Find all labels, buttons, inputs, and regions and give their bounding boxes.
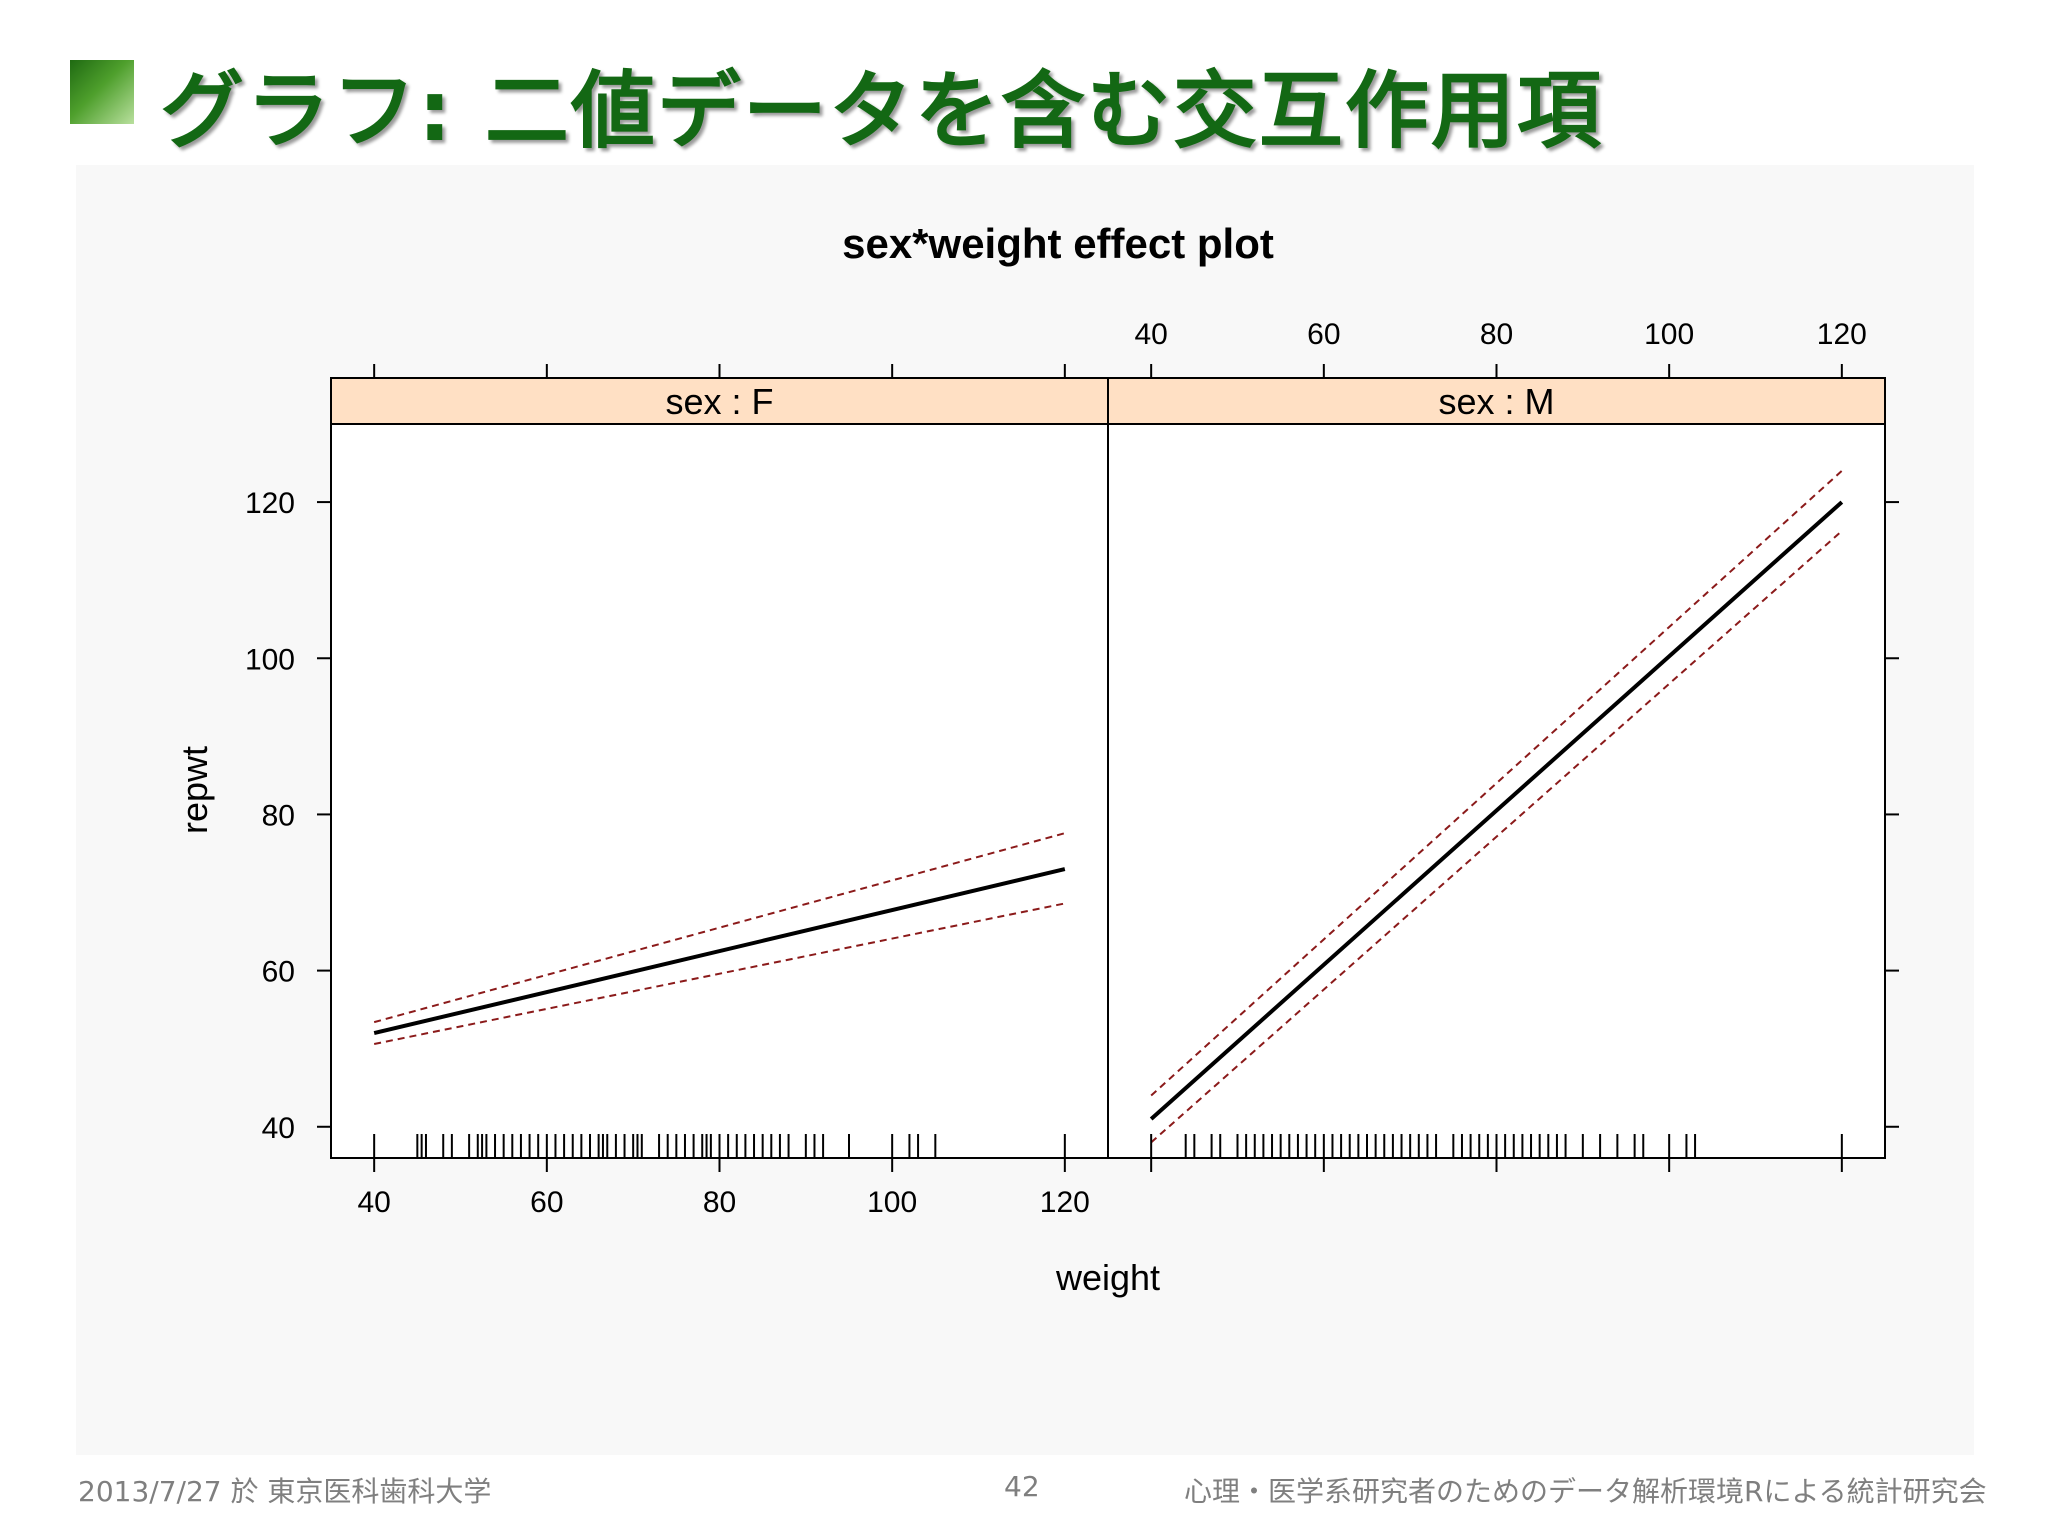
x-tick-label: 120: [1040, 1186, 1090, 1219]
effect-line-sexf: [373, 867, 1066, 1036]
y-axis-label: repwt: [174, 746, 215, 834]
strip-label-sexf: sex : F: [665, 381, 773, 422]
footer-organizer: 心理・医学系研究者のためのデータ解析環境Rによる統計研究会: [1184, 1475, 1987, 1508]
title-bullet: [70, 60, 134, 124]
x-tick-label: 100: [867, 1186, 917, 1219]
x-tick-label-top: 80: [1480, 318, 1513, 351]
chart-title: sex*weight effect plot: [842, 220, 1274, 267]
lower-band-line-sexm: [1150, 530, 1843, 1144]
x-tick-label-top: 120: [1817, 318, 1867, 351]
effect-line-sexm: [1149, 500, 1844, 1121]
footer-date-venue: 2013/7/27 於 東京医科歯科大学: [78, 1475, 492, 1508]
x-tick-label-top: 100: [1644, 318, 1694, 351]
panel-frame-sexf: [330, 423, 1109, 1159]
x-tick-label: 60: [530, 1186, 563, 1219]
x-axis-label: weight: [1055, 1257, 1160, 1298]
strip-sexm: [1107, 377, 1886, 425]
x-tick-label-top: 40: [1134, 318, 1167, 351]
y-tick-label: 120: [245, 487, 295, 520]
slide-title: グラフ: 二値データを含む交互作用項: [160, 62, 1603, 160]
y-tick-label: 60: [262, 956, 295, 989]
y-tick-label: 100: [245, 643, 295, 676]
x-tick-label: 80: [703, 1186, 736, 1219]
y-tick-label: 80: [262, 799, 295, 832]
strip-label-sexm: sex : M: [1438, 381, 1554, 422]
page-number: 42: [1004, 1470, 1040, 1503]
y-tick-label: 40: [262, 1112, 295, 1145]
lower-band-line-sexf: [373, 902, 1066, 1045]
x-tick-label: 40: [357, 1186, 390, 1219]
panel-frame-sexm: [1107, 423, 1886, 1159]
x-tick-label-top: 60: [1307, 318, 1340, 351]
